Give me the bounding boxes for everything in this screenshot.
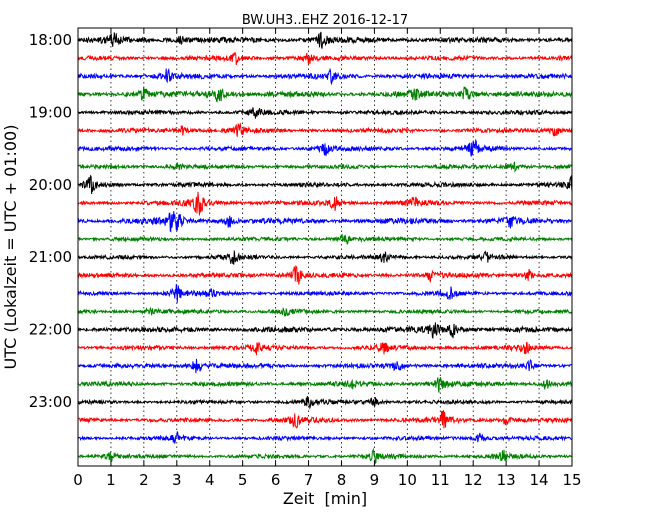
x-tick-label: 1: [106, 471, 116, 489]
x-tick-label: 5: [238, 471, 248, 489]
y-tick-label: 22:00: [29, 321, 72, 339]
y-ticks: 18:00 19:00 20:00 21:00 22:00 23:00: [29, 31, 572, 411]
chart-title: BW.UH3..EHZ 2016-12-17: [242, 13, 408, 28]
x-tick-label: 3: [172, 471, 182, 489]
trace-2200: [77, 322, 573, 340]
trace-2345: [77, 447, 573, 465]
trace-1830: [77, 67, 573, 86]
trace-2130: [77, 284, 573, 303]
x-tick-label: 8: [337, 471, 347, 489]
trace-1800: [77, 31, 573, 49]
grid-lines: [110, 28, 540, 466]
x-tick-label: 2: [139, 471, 149, 489]
x-tick-label: 6: [271, 471, 281, 489]
y-tick-label: 21:00: [29, 248, 72, 266]
trace-1845: [77, 86, 573, 103]
x-tick-label: 0: [73, 471, 83, 489]
y-tick-label: 19:00: [29, 103, 72, 121]
x-tick-label: 13: [497, 471, 516, 489]
trace-2045: [77, 233, 573, 245]
x-tick-label: 7: [304, 471, 314, 489]
trace-2330: [77, 431, 573, 444]
y-tick-label: 23:00: [29, 393, 72, 411]
x-tick-label: 9: [370, 471, 380, 489]
trace-2115: [77, 265, 573, 285]
y-axis-label: UTC (Lokalzeit = UTC + 01:00): [1, 125, 20, 370]
trace-2245: [77, 377, 573, 393]
traces: [77, 31, 573, 465]
x-tick-label: 12: [464, 471, 483, 489]
trace-1930: [77, 138, 573, 157]
trace-1815: [77, 52, 573, 66]
trace-2000: [77, 174, 573, 194]
y-tick-label: 20:00: [29, 176, 72, 194]
trace-1915: [77, 122, 573, 137]
plot-frame: [77, 27, 573, 467]
x-tick-label: 10: [398, 471, 417, 489]
trace-1945: [77, 161, 573, 173]
x-axis-label: Zeit [min]: [283, 489, 367, 508]
trace-2230: [77, 358, 573, 374]
x-tick-label: 11: [431, 471, 450, 489]
x-tick-label: 4: [205, 471, 215, 489]
trace-2030: [77, 211, 573, 233]
x-ticks: 0 1 2 3 4 5 6 7 8 9 10 11 12 13 14 15: [73, 28, 582, 489]
trace-2015: [77, 191, 573, 216]
trace-1900: [77, 107, 573, 119]
trace-2100: [77, 250, 573, 265]
x-tick-label: 14: [530, 471, 549, 489]
trace-2215: [77, 341, 573, 356]
trace-2300: [77, 396, 573, 410]
x-tick-label: 15: [562, 471, 581, 489]
y-tick-label: 18:00: [29, 31, 72, 49]
trace-2315: [77, 409, 573, 429]
trace-2145: [77, 306, 573, 317]
